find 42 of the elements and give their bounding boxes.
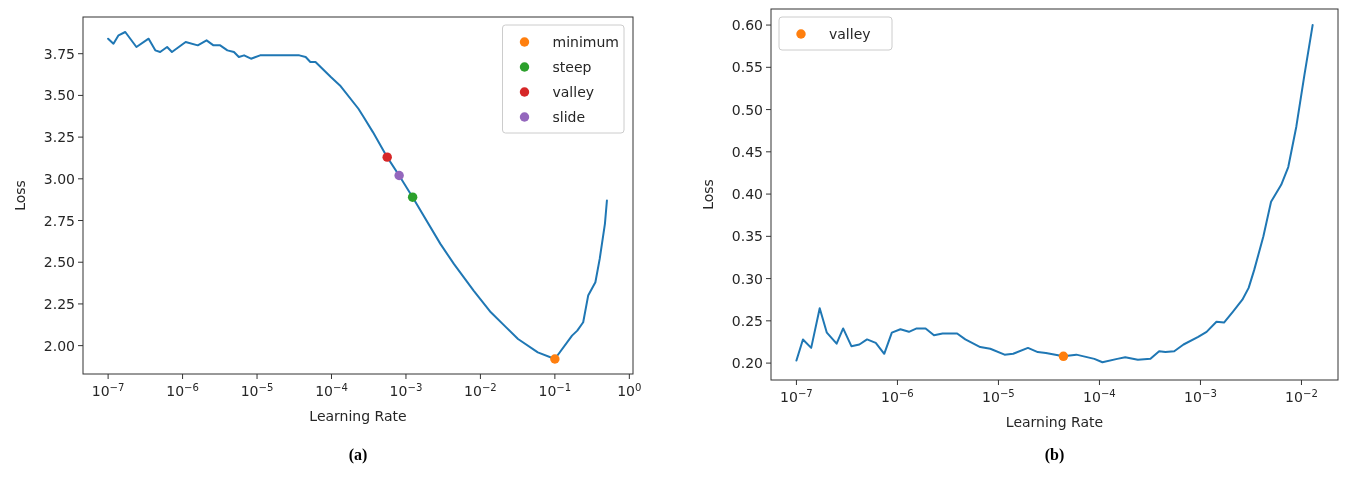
y-axis-title: Loss bbox=[12, 180, 28, 211]
y-tick-label: 0.20 bbox=[731, 355, 763, 372]
text: (a) bbox=[348, 446, 368, 464]
y-tick-label: 3.00 bbox=[43, 170, 75, 187]
legend-label: valley bbox=[552, 84, 595, 100]
y-tick-label: 2.00 bbox=[43, 337, 75, 354]
y-axis-title: Loss bbox=[700, 179, 716, 210]
x-tick-label: 10$^{−2}$ bbox=[1285, 387, 1318, 405]
y-tick-label: 0.50 bbox=[731, 101, 763, 118]
y-tick-label: 2.50 bbox=[43, 254, 75, 271]
y-tick-label: 0.40 bbox=[731, 186, 763, 203]
y-tick-label: 0.30 bbox=[731, 270, 763, 287]
x-tick-label: 10$^{−4}$ bbox=[1083, 387, 1116, 405]
y-tick-label: 0.35 bbox=[731, 228, 763, 245]
x-tick-label: 10$^{−5}$ bbox=[982, 387, 1015, 405]
x-axis-title: Learning Rate bbox=[309, 408, 407, 424]
y-tick-label: 0.45 bbox=[731, 143, 763, 160]
y-tick-label: 0.25 bbox=[731, 312, 763, 329]
y-tick-label: 3.25 bbox=[43, 129, 75, 146]
y-tick-label: 0.55 bbox=[731, 59, 763, 76]
x-tick-label: 10$^{−5}$ bbox=[240, 381, 274, 399]
y-tick-label: 2.25 bbox=[43, 295, 75, 312]
x-tick-label: 10$^{−7}$ bbox=[780, 387, 813, 405]
x-tick-label: 10$^{−7}$ bbox=[91, 381, 125, 399]
legend-label: slide bbox=[552, 109, 586, 125]
text: (b) bbox=[1044, 446, 1065, 464]
x-tick-label: 10$^{−6}$ bbox=[166, 381, 199, 399]
x-tick-label: 10$^{−6}$ bbox=[881, 387, 914, 405]
y-tick-label: 0.60 bbox=[731, 17, 763, 34]
y-tick-label: 2.75 bbox=[43, 212, 75, 229]
x-tick-label: 10$^{−4}$ bbox=[315, 381, 348, 399]
x-tick-label: 10$^{−2}$ bbox=[464, 381, 497, 399]
x-tick-label: 10$^{−3}$ bbox=[1184, 387, 1217, 405]
legend-label: steep bbox=[552, 59, 592, 75]
x-axis-title: Learning Rate bbox=[1005, 414, 1104, 430]
x-tick-label: 10$^{0}$ bbox=[617, 381, 642, 399]
x-tick-label: 10$^{−1}$ bbox=[538, 381, 572, 399]
legend-label: valley bbox=[829, 26, 871, 42]
x-tick-label: 10$^{−3}$ bbox=[389, 381, 423, 399]
legend-label: minimum bbox=[552, 34, 619, 50]
y-tick-label: 3.75 bbox=[43, 45, 75, 62]
y-tick-label: 3.50 bbox=[43, 87, 75, 104]
